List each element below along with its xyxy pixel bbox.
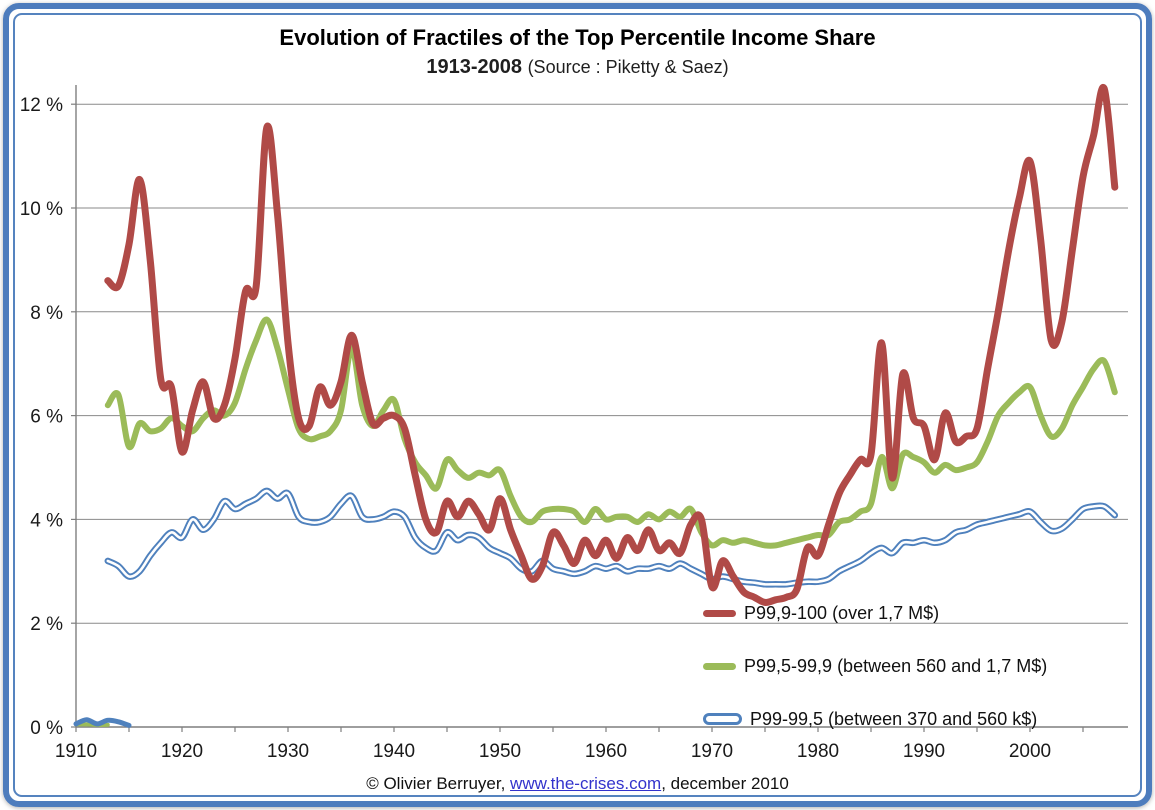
x-tick-label: 1970 [691, 741, 733, 762]
series-line-p99-995 [104, 487, 1119, 588]
baseline-artifact-olive [74, 722, 110, 727]
series-line-p99-995-core [106, 489, 1117, 586]
y-tick-label: 10 % [20, 199, 63, 220]
x-tick-label: 1920 [161, 741, 203, 762]
x-tick-label: 1930 [267, 741, 309, 762]
chart-title: Evolution of Fractiles of the Top Percen… [279, 25, 876, 50]
legend-label: P99-99,5 (between 370 and 560 k$) [750, 708, 1038, 729]
y-tick-label: 2 % [30, 614, 63, 635]
subtitle-year-range: 1913-2008 [426, 55, 522, 78]
legend-item-p999-100: P99,9-100 (over 1,7 M$) [703, 601, 939, 625]
legend-label: P99,5-99,9 (between 560 and 1,7 M$) [744, 655, 1048, 676]
legend-swatch-green-line [703, 662, 736, 670]
footer-suffix: , december 2010 [661, 774, 789, 793]
series-line-p995-999 [104, 316, 1118, 549]
subtitle-source: (Source : Piketty & Saez) [527, 56, 729, 77]
x-tick-label: 1950 [479, 741, 521, 762]
y-tick-label: 0 % [30, 718, 63, 739]
x-tick-label: 1990 [903, 741, 945, 762]
footer-prefix: © Olivier Berruyer, [366, 774, 511, 793]
legend-item-p995-999: P99,5-99,9 (between 560 and 1,7 M$) [703, 654, 1047, 678]
legend-swatch-red-line [703, 609, 736, 617]
x-tick-label: 1910 [55, 741, 97, 762]
chart-title-block: Evolution of Fractiles of the Top Percen… [0, 24, 1155, 80]
series-line-p999-100 [104, 83, 1119, 606]
y-tick-label: 12 % [20, 95, 63, 116]
legend-swatch-blue-hollow-line [703, 713, 742, 725]
legend-item-p99-995: P99-99,5 (between 370 and 560 k$) [703, 707, 1037, 731]
x-tick-label: 1980 [797, 741, 839, 762]
x-tick-label: 2000 [1009, 741, 1051, 762]
x-tick-label: 1960 [585, 741, 627, 762]
legend-label: P99,9-100 (over 1,7 M$) [744, 602, 940, 623]
chart-subtitle: 1913-2008 (Source : Piketty & Saez) [0, 55, 1155, 80]
x-tick-label: 1940 [373, 741, 415, 762]
y-tick-label: 4 % [30, 510, 63, 531]
footer-link[interactable]: www.the-crises.com [510, 774, 662, 793]
footer-credit: © Olivier Berruyer, www.the-crises.com, … [0, 774, 1155, 794]
baseline-artifact-blue [73, 717, 132, 728]
y-tick-label: 8 % [30, 303, 63, 324]
y-tick-label: 6 % [30, 407, 63, 428]
